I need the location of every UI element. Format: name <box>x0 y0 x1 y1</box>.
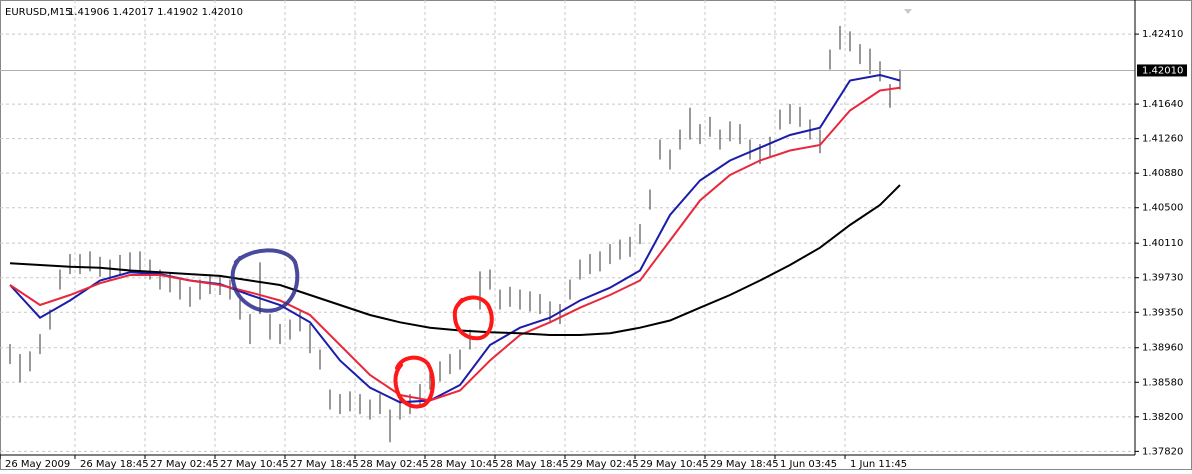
chart-subtitle: 1.41906 1.42017 1.41902 1.42010 <box>68 7 243 18</box>
x-tick-label: 27 May 18:45 <box>290 459 359 470</box>
price-label: 1.42010 <box>1142 65 1183 76</box>
x-tick-label: 28 May 10:45 <box>430 459 499 470</box>
y-tick-label: 1.39730 <box>1142 273 1183 284</box>
y-tick-label: 1.37820 <box>1142 446 1183 457</box>
x-tick-label: 28 May 18:45 <box>500 459 569 470</box>
y-tick-label: 1.41260 <box>1142 134 1183 145</box>
annotation-circle <box>393 355 435 409</box>
x-tick-label: 26 May 18:45 <box>80 459 149 470</box>
x-tick-label: 29 May 02:45 <box>570 459 639 470</box>
y-tick-label: 1.38580 <box>1142 377 1183 388</box>
y-tick-label: 1.40880 <box>1142 168 1183 179</box>
shift-marker <box>904 9 912 14</box>
x-tick-label: 27 May 02:45 <box>150 459 219 470</box>
x-tick-label: 27 May 10:45 <box>220 459 289 470</box>
y-tick-label: 1.38960 <box>1142 343 1183 354</box>
y-tick-label: 1.39350 <box>1142 307 1183 318</box>
y-tick-label: 1.42410 <box>1142 29 1183 40</box>
y-tick-label: 1.40110 <box>1142 238 1183 249</box>
moving-average-line <box>9 86 901 402</box>
x-tick-label: 29 May 10:45 <box>640 459 709 470</box>
price-label-box <box>1137 64 1187 77</box>
annotation-circle <box>230 248 300 313</box>
y-tick-label: 1.41640 <box>1142 99 1183 110</box>
annotations <box>230 248 494 409</box>
x-tick-label: 1 Jun 03:45 <box>780 459 837 470</box>
chart-title: EURUSD,M15 <box>5 7 71 18</box>
x-tick-label: 28 May 02:45 <box>360 459 429 470</box>
x-tick-label: 1 Jun 11:45 <box>850 459 907 470</box>
plot <box>0 25 1135 443</box>
x-tick-label: 29 May 18:45 <box>710 459 779 470</box>
grid <box>0 0 1135 455</box>
x-tick-label: 26 May 2009 <box>5 459 70 470</box>
y-tick-label: 1.38200 <box>1142 412 1183 423</box>
annotation-circle <box>452 295 494 341</box>
y-tick-label: 1.40500 <box>1142 203 1183 214</box>
